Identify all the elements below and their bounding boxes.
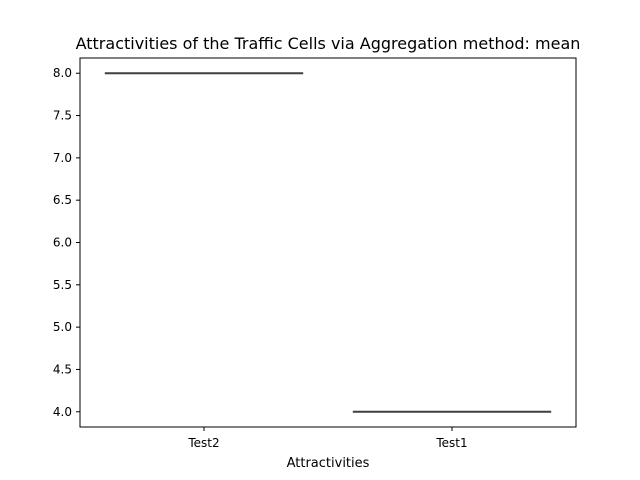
y-tick-label: 7.5 — [53, 109, 72, 123]
x-axis: Test2 Test1 — [187, 427, 468, 450]
y-tick-label: 8.0 — [53, 66, 72, 80]
y-tick-label: 4.0 — [53, 405, 72, 419]
y-tick-label: 5.0 — [53, 320, 72, 334]
y-tick-label: 7.0 — [53, 151, 72, 165]
x-tick-label: Test2 — [187, 436, 219, 450]
box-series — [104, 72, 552, 413]
chart-title: Attractivities of the Traffic Cells via … — [76, 34, 581, 53]
plot-area-frame — [79, 57, 577, 428]
y-tick-label: 6.5 — [53, 193, 72, 207]
y-axis: 4.0 4.5 5.0 5.5 6.0 6.5 7.0 7.5 8.0 — [53, 66, 80, 419]
y-tick-label: 5.5 — [53, 278, 72, 292]
x-tick-label: Test1 — [435, 436, 467, 450]
x-axis-label: Attractivities — [287, 456, 370, 471]
y-tick-label: 6.0 — [53, 236, 72, 250]
y-tick-label: 4.5 — [53, 362, 72, 376]
